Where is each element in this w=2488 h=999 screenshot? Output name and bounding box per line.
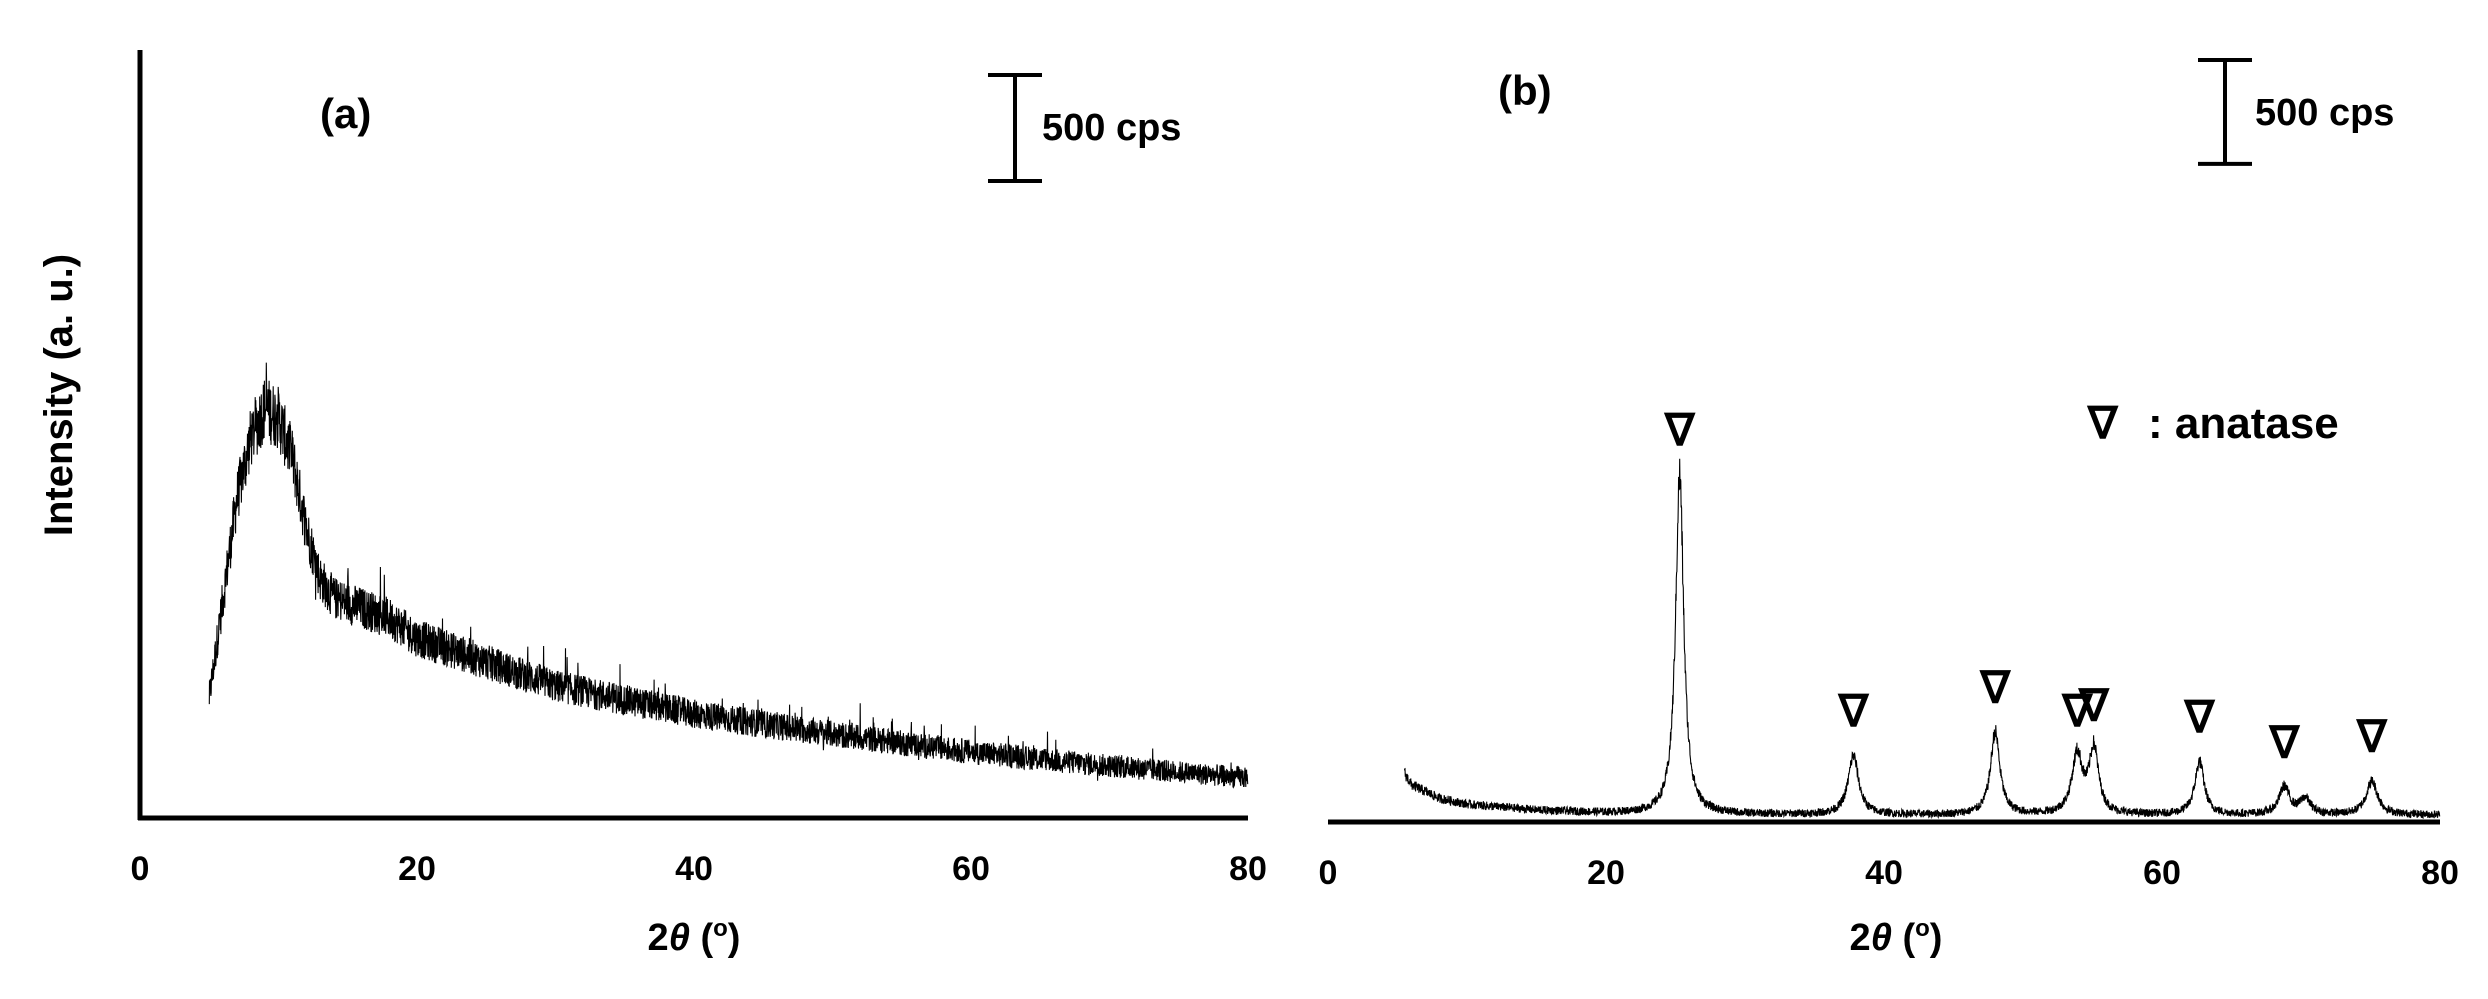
x-tick-label: 20 — [1587, 854, 1625, 892]
legend-symbol: ∇ — [2086, 399, 2119, 448]
x-tick-label: 40 — [1865, 854, 1903, 892]
panel-b-scale-bar — [2198, 58, 2252, 166]
panel-b: (b) 0 20 40 60 80 2θ (o) 500 cps ∇∇ ∇ ∇∇ ∇∇ ∇ ∇ … — [1319, 58, 2459, 959]
x-tick-label: 0 — [1319, 854, 1338, 892]
panel-a-label: (a) — [320, 90, 371, 137]
x-tick-label: 60 — [952, 850, 990, 888]
panel-b-label: (b) — [1498, 67, 1552, 114]
panel-a-trace — [208, 362, 1249, 789]
panel-b-scale-bar-label: 500 cps — [2255, 92, 2394, 134]
anatase-peak-marker: ∇ — [2268, 719, 2301, 768]
x-tick-label: 20 — [398, 850, 436, 888]
panel-a-scale-bar — [988, 73, 1042, 183]
panel-b-tick-labels: 0 20 40 60 80 — [1319, 854, 2459, 892]
x-tick-label: 0 — [131, 850, 150, 888]
panel-b-trace — [1403, 458, 2441, 820]
anatase-peak-marker: ∇ — [2060, 687, 2093, 736]
anatase-peak-marker: ∇ — [1663, 406, 1696, 455]
x-tick-label: 60 — [2143, 854, 2181, 892]
panel-a-x-axis-label: 2θ (o) — [648, 915, 741, 959]
anatase-peak-marker: ∇ — [2355, 713, 2388, 762]
anatase-peak-marker: ∇ — [1837, 687, 1870, 736]
panel-a: (a) 0 20 40 60 80 2θ (o) 500 cps — [131, 50, 1267, 959]
panel-a-scale-bar-label: 500 cps — [1042, 107, 1181, 149]
x-tick-label: 40 — [675, 850, 713, 888]
panel-a-tick-labels: 0 20 40 60 80 — [131, 850, 1267, 888]
anatase-peak-marker: ∇ — [1978, 664, 2011, 713]
panel-b-x-axis-label: 2θ (o) — [1850, 915, 1943, 959]
anatase-peak-marker: ∇ — [2183, 693, 2216, 742]
x-tick-label: 80 — [1229, 850, 1267, 888]
legend-text: : anatase — [2148, 399, 2339, 448]
x-tick-label: 80 — [2421, 854, 2459, 892]
anatase-peak-marker: ∇ — [2077, 681, 2110, 730]
y-axis-label: Intensity (a. u.) — [37, 254, 81, 536]
panel-b-peak-markers: ∇∇ ∇ ∇∇ ∇∇ ∇ — [1663, 406, 2388, 767]
